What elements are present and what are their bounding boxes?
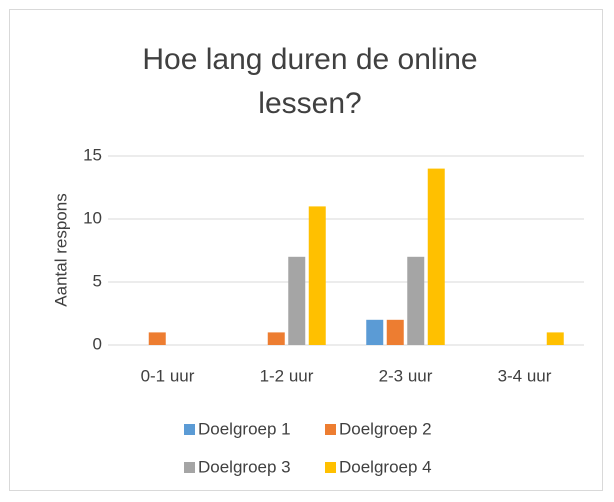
y-tick-label: 15 [83,145,102,164]
y-tick-label: 5 [93,271,102,290]
bar [546,332,564,345]
legend-label: Doelgroep 2 [339,419,432,438]
x-tick-label: 3-4 uur [498,366,552,385]
x-tick-label: 0-1 uur [141,366,195,385]
bar [366,319,384,345]
legend-swatch [325,462,336,473]
x-tick-label: 1-2 uur [260,366,314,385]
bar [267,332,285,345]
chart-title: Hoe lang duren de online lessen? [142,43,478,120]
bar [148,332,166,345]
chart-border [9,9,603,491]
bar [427,168,445,345]
legend-label: Doelgroep 1 [198,419,291,438]
y-tick-label: 10 [83,208,102,227]
legend-swatch [184,462,195,473]
legend-label: Doelgroep 4 [339,457,432,476]
legend-swatch [184,424,195,435]
legend-swatch [325,424,336,435]
bar [288,256,306,345]
y-tick-label: 0 [93,334,102,353]
legend-label: Doelgroep 3 [198,457,291,476]
bar [386,319,404,345]
y-axis-label: Aantal respons [51,193,70,306]
bar [308,206,326,345]
x-tick-label: 2-3 uur [379,366,433,385]
bar [407,256,425,345]
